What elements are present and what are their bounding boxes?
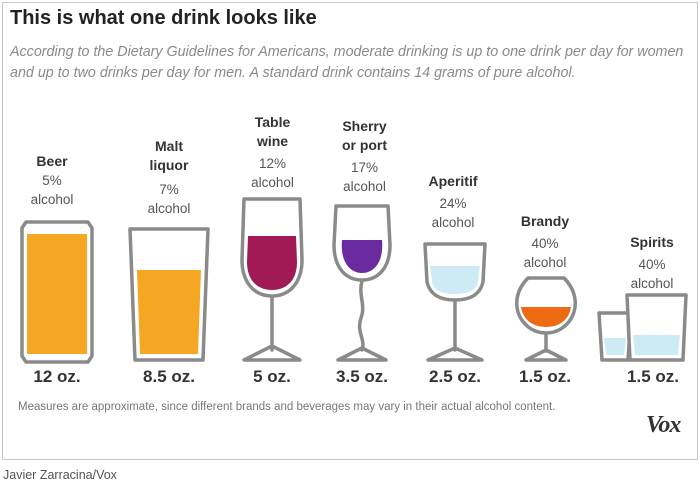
beer-alcohol-word: alcohol [30, 192, 74, 207]
brandy-percent: 40% [531, 236, 559, 251]
table-wine-glass-icon [240, 197, 304, 362]
sherry-glass-icon [332, 204, 392, 362]
sherry-liquid [341, 240, 383, 273]
spirits-volume: 1.5 oz. [627, 367, 679, 386]
brandy-volume: 1.5 oz. [519, 367, 571, 386]
beer-percent: 5% [42, 173, 62, 188]
aperitif-liquid [430, 266, 480, 294]
aperitif-glass-icon [423, 242, 487, 362]
malt-liquor-label: Malt liquor 7% alcohol [124, 137, 214, 218]
spirits-alcohol-word: alcohol [630, 276, 674, 291]
spirits-label: Spirits 40% alcohol [612, 233, 692, 293]
brandy-name: Brandy [520, 213, 570, 229]
aperitif-name: Aperitif [428, 173, 478, 189]
brandy-label: Brandy 40% alcohol [505, 212, 585, 272]
brandy-liquid [521, 307, 571, 327]
sherry-name: Sherry or port [341, 118, 388, 153]
table-wine-volume: 5 oz. [253, 367, 291, 386]
beer-can-icon [20, 220, 94, 364]
malt-liquor-alcohol-word: alcohol [147, 201, 191, 216]
aperitif-alcohol-word: alcohol [431, 215, 475, 230]
spirits-percent: 40% [638, 257, 666, 272]
malt-liquor-percent: 7% [159, 182, 179, 197]
table-wine-alcohol-word: alcohol [251, 175, 294, 190]
image-credit: Javier Zarracina/Vox [3, 468, 117, 482]
sherry-alcohol-word: alcohol [343, 179, 386, 194]
aperitif-percent: 24% [439, 196, 467, 211]
spirits-glasses-icon [597, 293, 688, 362]
beer-name: Beer [36, 153, 68, 169]
spirits-shot-liquid [604, 338, 626, 355]
malt-liquor-glass-icon [128, 227, 210, 362]
footnote: Measures are approximate, since differen… [18, 401, 556, 413]
spirits-name: Spirits [630, 234, 674, 250]
vox-logo: Vox [646, 412, 681, 438]
brandy-alcohol-word: alcohol [523, 255, 567, 270]
aperitif-label: Aperitif 24% alcohol [413, 172, 493, 232]
malt-liquor-name: Malt liquor [149, 138, 189, 173]
malt-liquor-volume: 8.5 oz. [143, 367, 195, 386]
table-wine-label: Table wine 12% alcohol [230, 113, 315, 192]
table-wine-percent: 12% [258, 156, 287, 171]
table-wine-name: Table wine [254, 114, 291, 149]
table-wine-liquid [247, 236, 297, 290]
infographic-title: This is what one drink looks like [10, 7, 317, 29]
sherry-volume: 3.5 oz. [336, 367, 388, 386]
beer-label: Beer 5% alcohol [12, 152, 92, 209]
brandy-glass-icon [514, 276, 578, 362]
aperitif-volume: 2.5 oz. [429, 367, 481, 386]
malt-liquor-liquid [137, 270, 201, 354]
beer-liquid [27, 234, 87, 354]
sherry-label: Sherry or port 17% alcohol [322, 117, 407, 196]
sherry-percent: 17% [350, 160, 379, 175]
infographic-subtitle: According to the Dietary Guidelines for … [10, 44, 684, 81]
spirits-tumbler-liquid [633, 335, 680, 355]
beer-volume: 12 oz. [33, 367, 81, 386]
